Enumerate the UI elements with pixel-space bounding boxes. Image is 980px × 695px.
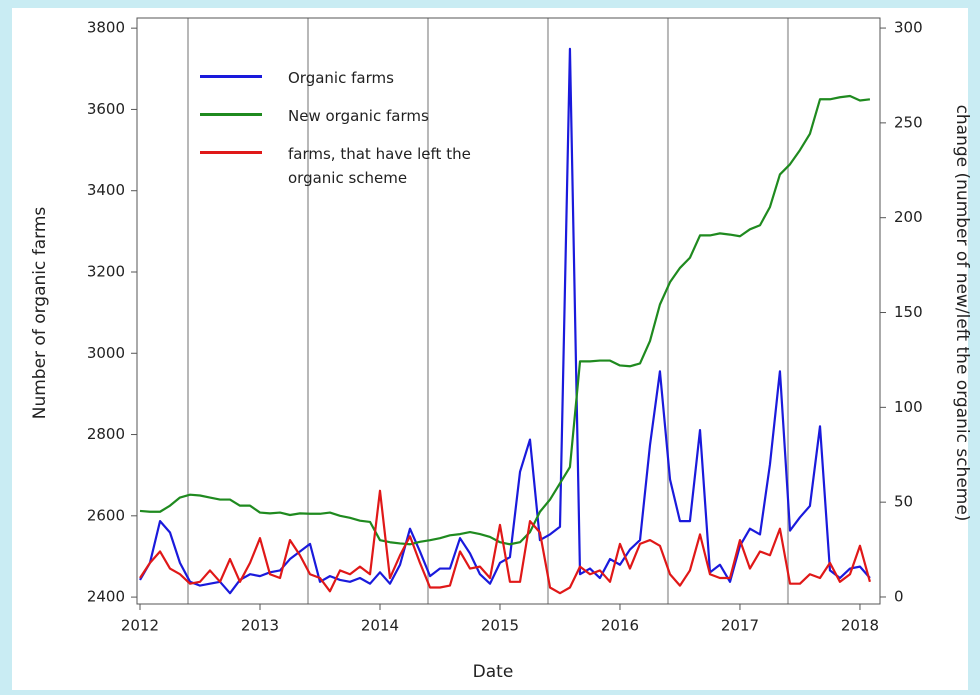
series-line	[139, 94, 871, 546]
x-tick-label: 2012	[121, 617, 159, 635]
y2-tick-label: 300	[894, 19, 923, 37]
y-tick-label: 3600	[87, 100, 125, 118]
series-line	[139, 489, 871, 595]
legend-item: Organic farms	[200, 66, 500, 90]
legend-item: New organic farms	[200, 104, 500, 128]
plot-frame	[136, 17, 881, 605]
y-tick-label: 3000	[87, 344, 125, 362]
x-tick-label: 2015	[481, 617, 519, 635]
y2-tick-label: 150	[894, 303, 923, 321]
legend-label: farms, that have left the organic scheme	[288, 145, 471, 187]
legend-label: New organic farms	[288, 107, 429, 125]
y-tick-label: 2800	[87, 425, 125, 443]
x-tick-label: 2014	[361, 617, 399, 635]
y-tick-label: 3200	[87, 262, 125, 280]
y-tick-label: 3400	[87, 181, 125, 199]
y2-tick-label: 100	[894, 398, 923, 416]
legend-swatch	[200, 151, 262, 154]
legend-swatch	[200, 75, 262, 78]
y2-tick-label: 0	[894, 587, 904, 605]
series-line	[139, 47, 871, 595]
legend-label: Organic farms	[288, 69, 394, 87]
x-tick-label: 2018	[841, 617, 879, 635]
x-axis-title: Date	[473, 662, 514, 682]
legend: Organic farms New organic farms farms, tha…	[200, 66, 500, 204]
x-tick-label: 2013	[241, 617, 279, 635]
y2-tick-label: 200	[894, 208, 923, 226]
y-tick-label: 3800	[87, 19, 125, 37]
y2-tick-label: 50	[894, 493, 913, 511]
y2-tick-label: 250	[894, 113, 923, 131]
legend-swatch	[200, 113, 262, 116]
legend-item: farms, that have left the organic scheme	[200, 142, 500, 190]
x-tick-label: 2016	[601, 617, 639, 635]
x-tick-label: 2017	[721, 617, 759, 635]
y2-axis-title: change (number of new/left the organic s…	[952, 105, 972, 522]
y-tick-label: 2400	[87, 588, 125, 606]
y-tick-label: 2600	[87, 506, 125, 524]
y-axis-title: Number of organic farms	[30, 207, 50, 420]
